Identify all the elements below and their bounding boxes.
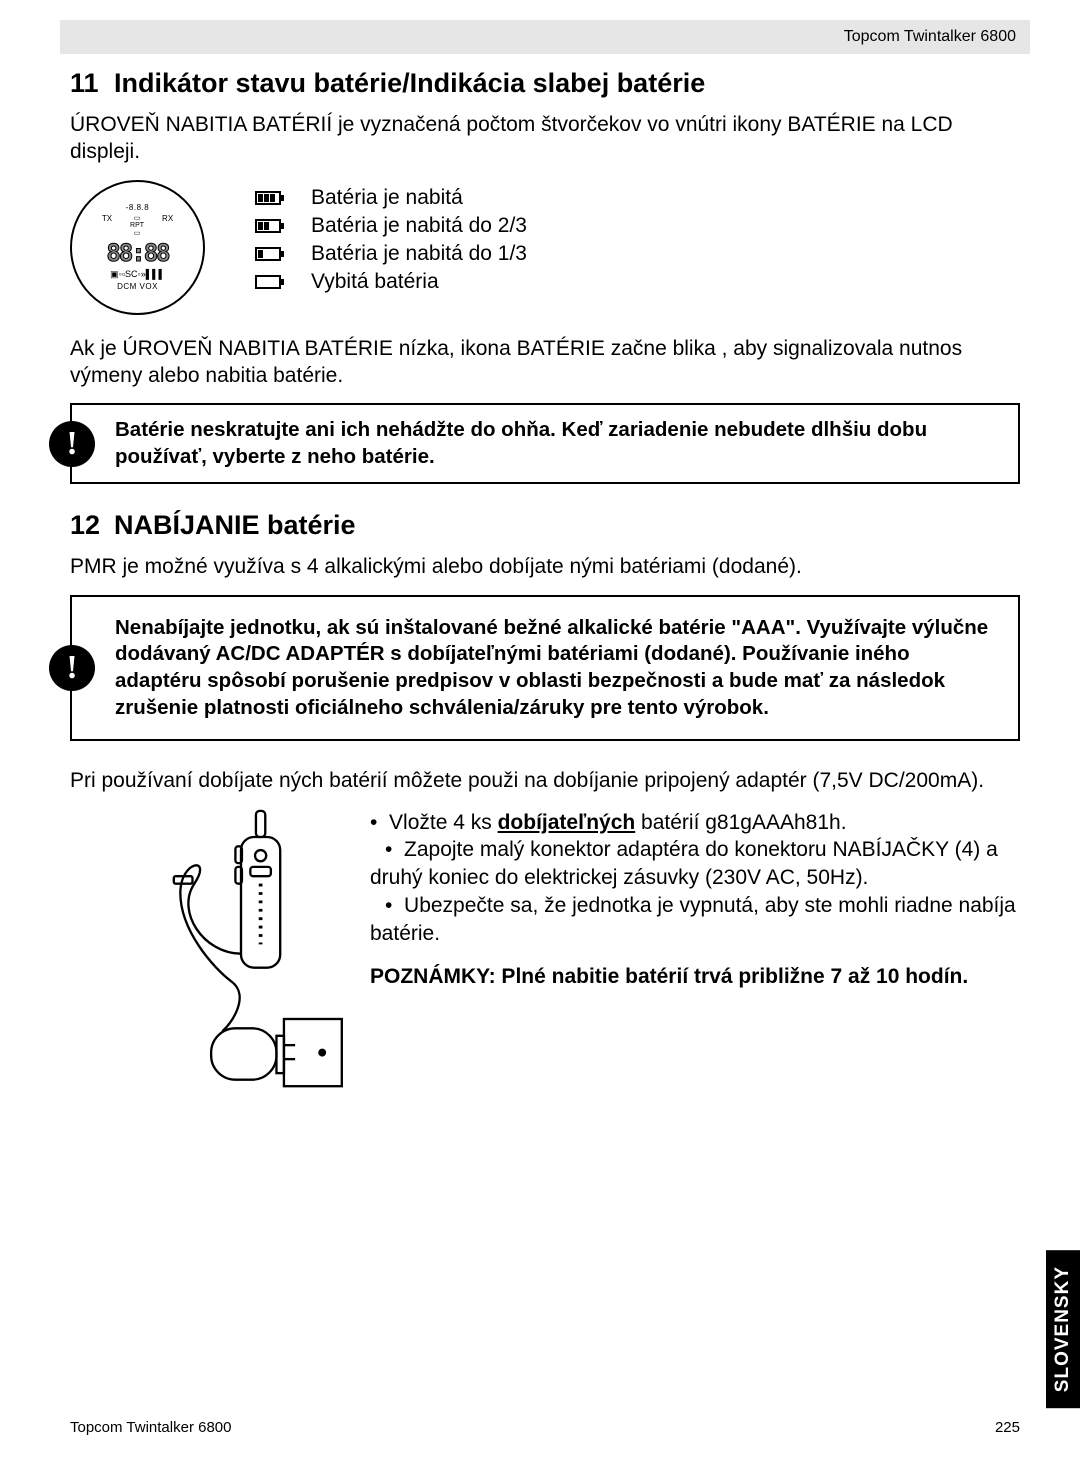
battery-icon-1 xyxy=(255,247,281,261)
section11-num: 11 xyxy=(70,68,114,99)
warning-box-1: ! Batérie neskratujte ani ich nehádžte d… xyxy=(70,403,1020,484)
charger-text: • Vložte 4 ks dobíjateľných batérií g81g… xyxy=(370,809,1020,991)
warning-text-1: Batérie neskratujte ani ich nehádžte do … xyxy=(115,417,1000,470)
lcd-display-figure: -8.8.8 TX ▭RPT▭ RX 88:88 ▣◦▫SC◦»▌▌▌ DCM … xyxy=(70,180,205,315)
charger-row: • Vložte 4 ks dobíjateľných batérií g81g… xyxy=(70,809,1020,1094)
battery-icon-2 xyxy=(255,219,281,233)
footer-product: Topcom Twintalker 6800 xyxy=(70,1419,231,1436)
battery-icon-0 xyxy=(255,275,281,289)
warning-box-2: ! Nenabíjajte jednotku, ak sú inštalovan… xyxy=(70,595,1020,742)
battery-row-1of3: Batéria je nabitá do 1/3 xyxy=(255,242,527,266)
battery-row-empty: Vybitá batéria xyxy=(255,270,527,294)
header-bar: Topcom Twintalker 6800 xyxy=(60,20,1030,54)
battery-row-full: Batéria je nabitá xyxy=(255,186,527,210)
battery-levels-row: -8.8.8 TX ▭RPT▭ RX 88:88 ▣◦▫SC◦»▌▌▌ DCM … xyxy=(70,180,1020,315)
warning-icon: ! xyxy=(49,645,95,691)
charger-figure xyxy=(160,809,350,1094)
language-tab: SLOVENSKY xyxy=(1046,1250,1080,1408)
section11-title: 11Indikátor stavu batérie/Indikácia slab… xyxy=(70,68,1020,99)
page-number: 225 xyxy=(995,1419,1020,1436)
section12-num: 12 xyxy=(70,510,114,541)
section11-low-text: Ak je ÚROVEŇ NABITIA BATÉRIE nízka, ikon… xyxy=(70,335,1020,390)
charge-note: POZNÁMKY: Plné nabitie batérií trvá prib… xyxy=(370,963,1020,991)
battery-row-2of3: Batéria je nabitá do 2/3 xyxy=(255,214,527,238)
footer: Topcom Twintalker 6800 225 xyxy=(70,1419,1020,1436)
section12-title: 12NABÍJANIE batérie xyxy=(70,510,1020,541)
battery-icon-3 xyxy=(255,191,281,205)
charge-intro: Pri používaní dobíjate ných batérií môže… xyxy=(70,767,1020,794)
section12-intro: PMR je možné využíva s 4 alkalickými ale… xyxy=(70,553,1020,580)
header-product: Topcom Twintalker 6800 xyxy=(844,28,1016,45)
battery-level-table: Batéria je nabitá Batéria je nabitá do 2… xyxy=(255,186,527,298)
warning-icon: ! xyxy=(49,421,95,467)
section11-intro: ÚROVEŇ NABITIA BATÉRIÍ je vyznačená počt… xyxy=(70,111,1020,166)
warning-text-2: Nenabíjajte jednotku, ak sú inštalované … xyxy=(115,615,1000,722)
step-1: • Vložte 4 ks dobíjateľných batérií g81g… xyxy=(370,809,1020,837)
step-2: • Zapojte malý konektor adaptéra do kone… xyxy=(370,836,1020,891)
step-3: • Ubezpečte sa, že jednotka je vypnutá, … xyxy=(370,892,1020,947)
